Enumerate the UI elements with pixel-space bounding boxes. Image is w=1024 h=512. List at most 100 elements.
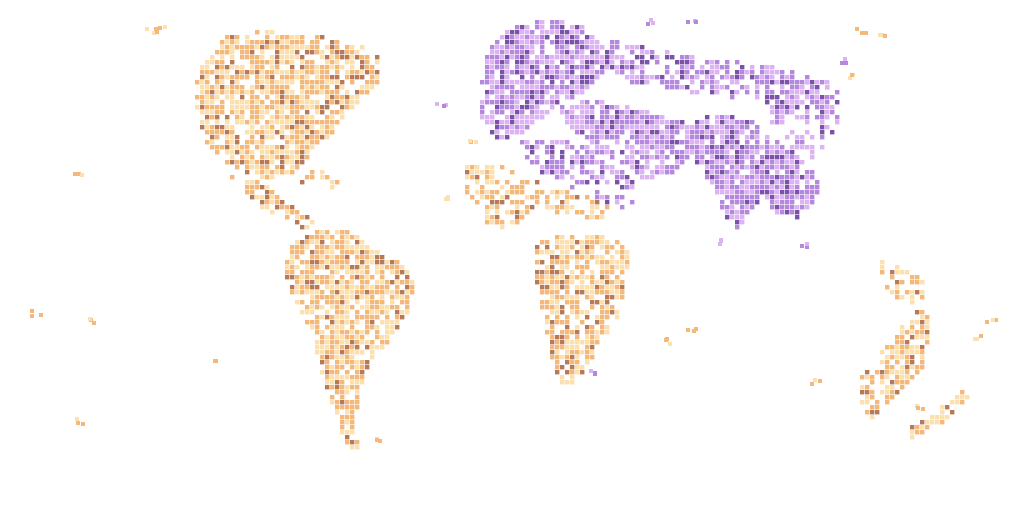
- map-cell: [385, 315, 390, 320]
- map-cell: [555, 235, 560, 240]
- map-cell: [280, 75, 285, 80]
- map-cell: [915, 335, 920, 340]
- map-cell: [515, 115, 520, 120]
- map-cell: [530, 105, 535, 110]
- map-cell: [575, 180, 580, 185]
- map-cell: [585, 285, 590, 290]
- map-cell: [230, 110, 235, 115]
- map-cell: [620, 110, 625, 115]
- map-cell: [885, 400, 890, 405]
- map-cell: [610, 115, 615, 120]
- map-cell: [550, 80, 555, 85]
- map-cell: [810, 90, 815, 95]
- map-cell: [280, 85, 285, 90]
- map-cell: [240, 85, 245, 90]
- map-cell: [770, 145, 775, 150]
- map-cell: [250, 50, 255, 55]
- map-cell: [605, 55, 610, 60]
- map-cell: [163, 25, 167, 29]
- map-cell: [735, 225, 740, 230]
- map-cell: [570, 195, 575, 200]
- map-cell: [500, 55, 505, 60]
- map-cell: [330, 250, 335, 255]
- map-cell: [285, 45, 290, 50]
- map-cell: [775, 155, 780, 160]
- map-cell: [545, 75, 550, 80]
- map-cell: [485, 90, 490, 95]
- map-cell: [630, 115, 635, 120]
- map-cell: [720, 205, 725, 210]
- map-cell: [590, 35, 595, 40]
- map-cell: [910, 345, 915, 350]
- map-cell: [725, 150, 730, 155]
- map-cell: [910, 280, 915, 285]
- map-cell: [895, 390, 900, 395]
- map-cell: [285, 75, 290, 80]
- map-cell: [880, 380, 885, 385]
- map-cell: [645, 140, 650, 145]
- map-cell: [260, 170, 265, 175]
- map-cell: [340, 115, 345, 120]
- map-cell: [345, 335, 350, 340]
- map-cell: [250, 125, 255, 130]
- map-cell: [330, 300, 335, 305]
- map-cell: [585, 235, 590, 240]
- map-cell: [320, 175, 325, 180]
- map-cell: [580, 255, 585, 260]
- map-cell: [730, 140, 735, 145]
- map-cell: [765, 145, 770, 150]
- map-cell: [590, 140, 595, 145]
- map-cell: [755, 75, 760, 80]
- map-cell: [700, 80, 705, 85]
- map-cell: [640, 80, 645, 85]
- map-cell: [235, 165, 240, 170]
- map-cell: [650, 115, 655, 120]
- map-cell: [695, 140, 700, 145]
- map-cell: [350, 105, 355, 110]
- map-cell: [495, 200, 500, 205]
- map-cell: [915, 350, 920, 355]
- map-cell: [735, 200, 740, 205]
- map-cell: [335, 405, 340, 410]
- map-cell: [910, 295, 915, 300]
- map-cell: [920, 310, 925, 315]
- map-cell: [505, 75, 510, 80]
- map-cell: [535, 80, 540, 85]
- map-cell: [600, 325, 605, 330]
- map-cell: [230, 35, 235, 40]
- map-cell: [230, 155, 235, 160]
- map-cell: [345, 250, 350, 255]
- map-cell: [285, 40, 290, 45]
- map-cell: [290, 110, 295, 115]
- map-cell: [550, 355, 555, 360]
- map-cell: [665, 125, 670, 130]
- map-cell: [755, 180, 760, 185]
- map-cell: [275, 40, 280, 45]
- map-cell: [640, 60, 645, 65]
- map-cell: [640, 150, 645, 155]
- map-cell: [625, 115, 630, 120]
- map-cell: [580, 125, 585, 130]
- map-cell: [355, 250, 360, 255]
- map-cell: [485, 180, 490, 185]
- map-cell: [400, 310, 405, 315]
- map-cell: [675, 140, 680, 145]
- map-cell: [550, 160, 555, 165]
- map-cell: [800, 145, 805, 150]
- map-cell: [555, 165, 560, 170]
- map-cell: [800, 115, 805, 120]
- map-cell: [650, 140, 655, 145]
- map-cell: [555, 160, 560, 165]
- map-cell: [785, 150, 790, 155]
- map-cell: [615, 315, 620, 320]
- map-cell: [785, 105, 790, 110]
- map-cell: [725, 60, 730, 65]
- map-cell: [805, 190, 810, 195]
- map-cell: [265, 85, 270, 90]
- map-cell: [345, 385, 350, 390]
- map-cell: [755, 160, 760, 165]
- map-cell: [765, 75, 770, 80]
- map-cell: [595, 145, 600, 150]
- map-cell: [725, 205, 730, 210]
- map-cell: [590, 105, 595, 110]
